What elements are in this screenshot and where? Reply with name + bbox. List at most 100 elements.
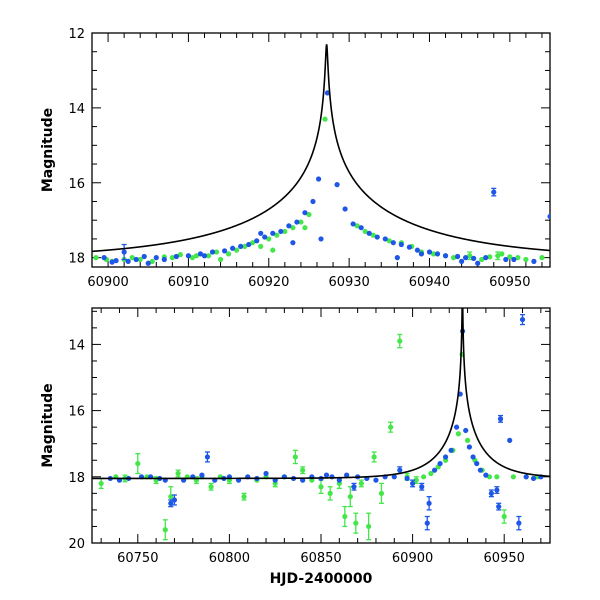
data-point-blue <box>463 427 469 434</box>
data-point-blue <box>324 90 331 96</box>
data-point-green <box>234 247 240 253</box>
data-point-green <box>266 236 272 242</box>
data-point-blue <box>398 241 404 248</box>
data-point-green <box>162 527 168 533</box>
data-point-blue <box>454 253 461 260</box>
data-point-green <box>353 520 359 526</box>
data-point-blue <box>475 260 481 266</box>
y-tick-label: 14 <box>68 102 85 117</box>
data-point-green <box>371 454 377 460</box>
data-point-green <box>250 240 256 246</box>
data-point-green <box>282 228 288 235</box>
data-point-green <box>205 253 212 259</box>
data-point-green <box>495 253 501 259</box>
data-point-blue <box>426 249 433 255</box>
data-point-green <box>487 254 493 260</box>
data-point-green <box>149 258 155 264</box>
data-point-green <box>300 467 306 473</box>
data-point-green <box>129 255 135 261</box>
data-point-blue <box>315 176 322 182</box>
data-point-blue <box>404 475 410 482</box>
data-point-green <box>397 338 403 344</box>
data-point-blue <box>263 470 269 477</box>
data-point-blue <box>442 253 449 259</box>
data-point-blue <box>185 253 192 259</box>
data-point-blue <box>547 213 550 220</box>
data-point-blue <box>496 503 502 510</box>
data-point-green <box>515 255 521 261</box>
data-point-blue <box>121 249 127 255</box>
data-point-green <box>386 238 392 244</box>
y-tick-label: 16 <box>68 405 85 420</box>
data-point-green <box>306 211 312 218</box>
data-point-green <box>274 232 280 238</box>
data-point-blue <box>221 248 228 254</box>
y-tick-label: 16 <box>68 177 85 192</box>
data-point-blue <box>459 258 465 264</box>
data-point-green <box>464 437 471 443</box>
data-point-blue <box>350 221 356 227</box>
data-point-green <box>193 253 200 259</box>
data-point-green <box>98 480 104 487</box>
data-point-green <box>135 460 141 467</box>
data-point-blue <box>310 198 316 205</box>
data-point-green <box>362 228 368 235</box>
data-point-green <box>420 474 427 480</box>
data-point-blue <box>145 260 151 266</box>
data-point-blue <box>507 437 513 443</box>
data-point-blue <box>278 228 284 235</box>
data-point-green <box>450 255 457 261</box>
data-point-blue <box>531 258 537 264</box>
data-point-blue <box>470 454 476 460</box>
data-point-blue <box>230 245 236 251</box>
plot-frame <box>91 307 551 544</box>
data-point-blue <box>323 472 330 478</box>
x-tick-label: 60850 <box>300 551 341 566</box>
y-tick-label: 20 <box>68 537 85 552</box>
model-curve <box>92 44 550 253</box>
x-tick-label: 60910 <box>168 275 209 290</box>
data-point-blue <box>374 234 380 240</box>
data-point-green <box>242 243 248 250</box>
data-point-blue <box>366 230 372 236</box>
data-point-blue <box>246 241 252 248</box>
data-point-blue <box>286 223 292 229</box>
data-point-blue <box>394 255 400 261</box>
data-point-green <box>217 256 224 263</box>
data-point-green <box>523 256 529 263</box>
data-point-blue <box>209 249 216 255</box>
data-point-green <box>494 474 500 480</box>
data-point-green <box>467 253 473 259</box>
data-point-green <box>327 490 333 496</box>
data-points <box>98 313 544 541</box>
data-point-blue <box>516 520 522 526</box>
data-point-blue <box>477 467 483 473</box>
data-point-green <box>241 494 247 500</box>
data-point-green <box>499 251 505 257</box>
data-point-green <box>137 256 143 263</box>
data-point-green <box>322 116 328 122</box>
x-tick-label: 60950 <box>489 275 530 290</box>
data-point-blue <box>503 256 509 263</box>
data-point-blue <box>391 474 397 480</box>
data-point-blue <box>419 484 425 490</box>
data-point-blue <box>141 253 147 260</box>
data-point-blue <box>453 424 460 430</box>
data-points <box>93 90 550 266</box>
data-point-blue <box>258 230 264 236</box>
data-point-blue <box>442 454 449 460</box>
data-point-blue <box>511 256 517 263</box>
data-point-blue <box>471 255 477 261</box>
data-point-green <box>225 251 232 257</box>
data-point-green <box>175 470 181 477</box>
data-point-green <box>270 247 276 253</box>
data-point-blue <box>474 460 480 467</box>
data-point-blue <box>397 467 403 473</box>
data-point-green <box>347 494 353 500</box>
data-point-green <box>302 225 308 231</box>
data-point-blue <box>173 253 179 260</box>
data-point-blue <box>358 225 364 231</box>
data-point-blue <box>434 251 441 257</box>
data-point-blue <box>414 247 421 253</box>
plot-frame <box>91 32 551 268</box>
